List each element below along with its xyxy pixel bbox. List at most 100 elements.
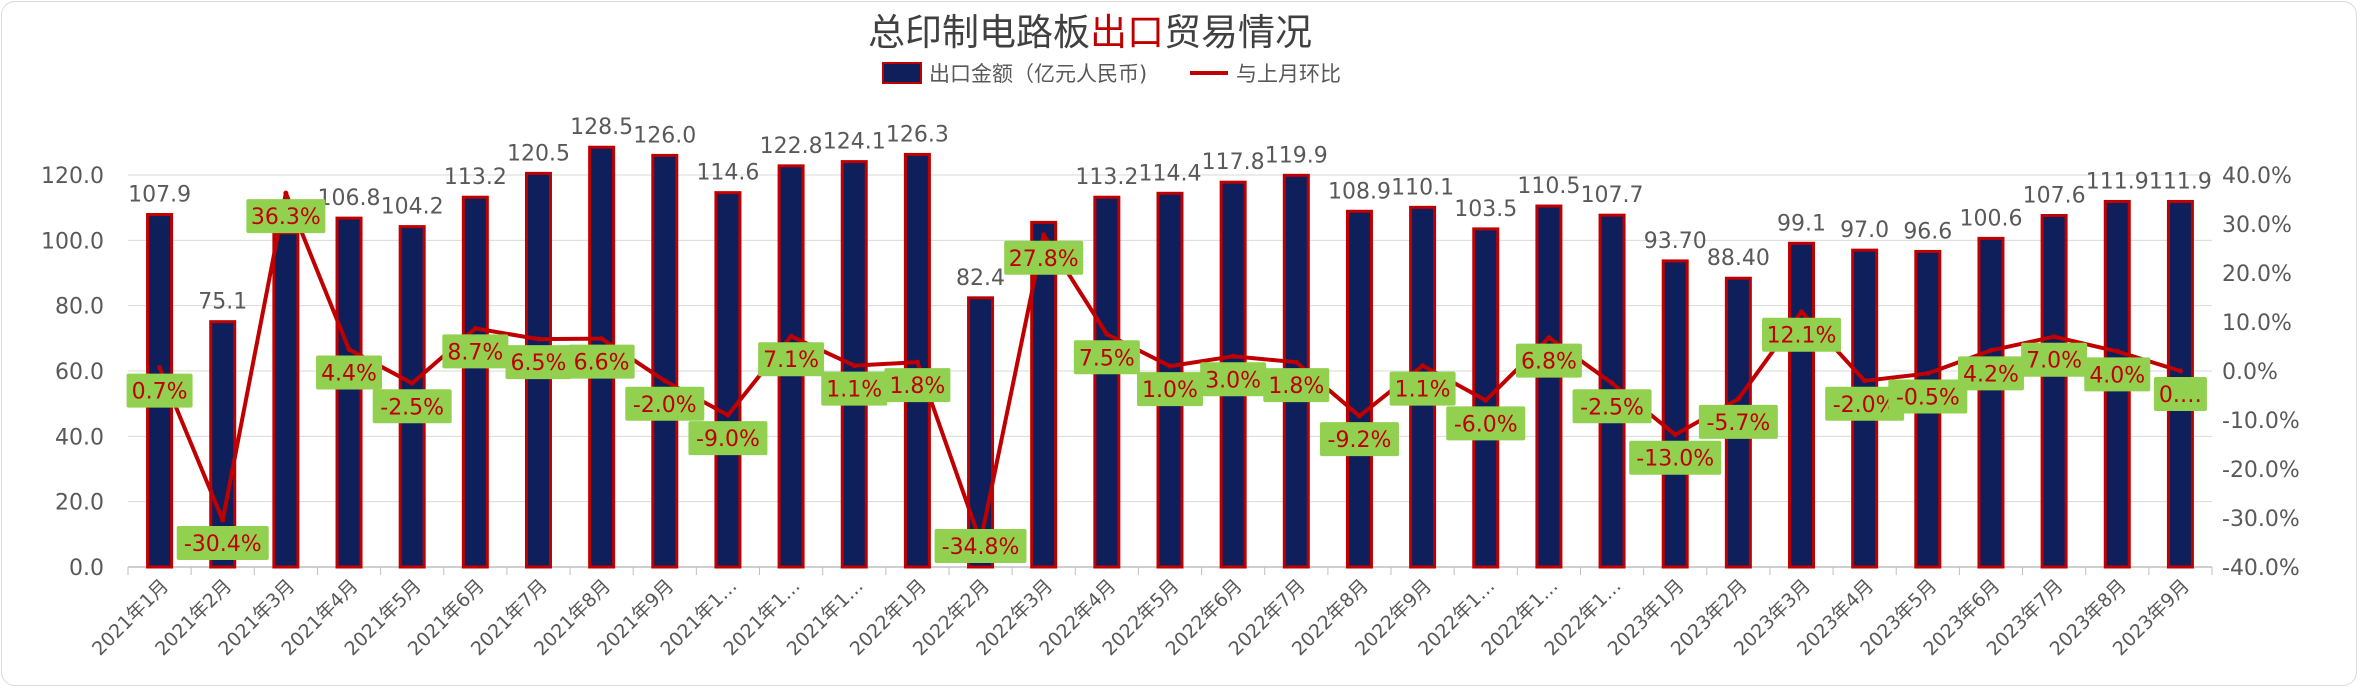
mom-label-box	[625, 386, 705, 421]
mom-point	[2177, 368, 2183, 374]
mom-value-label: -34.8%	[942, 535, 1020, 560]
mom-value-label: 4.4%	[321, 361, 377, 386]
mom-label-box	[1762, 317, 1842, 352]
mom-value-label: 12.1%	[1767, 324, 1837, 349]
mom-label-box	[688, 421, 768, 456]
mom-value-label: 1.8%	[889, 374, 945, 399]
mom-label-box	[934, 529, 1027, 563]
mom-point	[1104, 331, 1110, 337]
mom-label-box	[1698, 404, 1778, 439]
bar-value-label: 111.9	[2086, 169, 2149, 194]
mom-point	[599, 336, 605, 342]
mom-point	[914, 359, 920, 365]
mom-point	[1799, 309, 1805, 315]
mom-value-label: 7.0%	[2026, 349, 2082, 374]
mom-value-label: 3.0%	[1205, 368, 1261, 393]
mom-label-box	[246, 199, 326, 234]
bar-value-label: 114.4	[1139, 161, 1202, 186]
bar	[651, 153, 679, 569]
mom-label-box	[505, 345, 572, 380]
mom-point	[157, 365, 163, 371]
mom-point	[1041, 232, 1047, 238]
bar-value-label: 120.5	[507, 141, 570, 166]
y-right-tick-label: 40.0%	[2222, 164, 2292, 189]
chart-title-part: 总印制电路板	[868, 11, 1090, 54]
mom-label-box	[2021, 342, 2088, 377]
bar-value-label: 110.5	[1517, 174, 1580, 199]
bar-value-label: 124.1	[823, 130, 886, 155]
bar-value-label: 128.5	[570, 115, 633, 140]
mom-point	[472, 325, 478, 331]
mom-value-label: -9.0%	[696, 427, 760, 452]
bar	[2040, 214, 2068, 569]
bar	[1788, 241, 1816, 569]
mom-value-label: 4.0%	[2089, 363, 2145, 388]
mom-label-box	[1446, 406, 1526, 441]
bar-value-label: 99.1	[1777, 211, 1826, 236]
mom-point	[851, 363, 857, 369]
mom-value-label: 4.2%	[1963, 362, 2019, 387]
mom-point	[283, 190, 289, 196]
mom-label-box	[1888, 379, 1968, 414]
bar-value-label: 117.8	[1202, 150, 1265, 175]
mom-point	[346, 346, 352, 352]
bar-value-label: 122.8	[760, 134, 823, 159]
y-left-tick-label: 80.0	[55, 295, 104, 320]
bar-value-label: 88.40	[1707, 246, 1770, 271]
bar	[1093, 195, 1121, 569]
y-right-tick-label: 10.0%	[2222, 311, 2292, 336]
bar	[272, 231, 300, 569]
bar	[1030, 220, 1058, 569]
mom-value-label: 27.8%	[1009, 247, 1079, 272]
bar-value-label: 110.1	[1391, 175, 1454, 200]
mom-point	[1672, 432, 1678, 438]
legend-bar-swatch	[882, 62, 922, 84]
mom-point	[725, 412, 731, 418]
y-right-tick-label: -40.0%	[2222, 556, 2300, 581]
y-left-tick-label: 20.0	[55, 491, 104, 516]
mom-point	[409, 380, 415, 386]
bar-value-label: 75.1	[198, 290, 247, 315]
mom-value-label: 0.7%	[132, 380, 188, 405]
bar-value-label: 93.70	[1644, 229, 1707, 254]
mom-value-label: 0.…	[2159, 383, 2202, 408]
mom-value-label: -9.2%	[1328, 428, 1392, 453]
mom-value-label: -13.0%	[1636, 447, 1714, 472]
bar	[714, 191, 742, 569]
mom-label-box	[176, 525, 269, 560]
mom-value-label: -2.5%	[1580, 395, 1644, 420]
mom-value-label: -6.0%	[1454, 412, 1518, 437]
mom-point	[662, 378, 668, 384]
mom-point	[1356, 413, 1362, 419]
bar-value-label: 106.8	[318, 186, 381, 211]
mom-label-box	[1825, 386, 1905, 421]
mom-point	[1925, 370, 1931, 376]
mom-label-box	[126, 373, 193, 408]
mom-point	[1735, 396, 1741, 402]
legend-bar-label: 出口金额（亿元人民币)	[929, 62, 1147, 86]
y-right-tick-label: -10.0%	[2222, 409, 2300, 434]
y-right-tick-label: -30.0%	[2222, 507, 2300, 532]
mom-value-label: -2.5%	[380, 395, 444, 420]
mom-label-box	[1073, 340, 1140, 375]
y-left-tick-label: 40.0	[55, 425, 104, 450]
y-left-tick-label: 0.0	[69, 556, 104, 581]
mom-value-label: 6.8%	[1521, 350, 1577, 375]
bar-value-label: 119.9	[1265, 143, 1328, 168]
y-right-tick-label: -20.0%	[2222, 458, 2300, 483]
mom-value-label: 7.1%	[763, 348, 819, 373]
chart-title-part: 出口	[1090, 11, 1164, 54]
bar-value-label: 107.9	[128, 183, 191, 208]
mom-label-box	[1629, 440, 1722, 475]
bar-value-label: 108.9	[1328, 179, 1391, 204]
bar-value-label: 96.6	[1903, 219, 1952, 244]
bar-value-label: 107.6	[2023, 184, 2086, 209]
mom-label-box	[2153, 377, 2207, 411]
mom-point	[788, 333, 794, 339]
mom-label-box	[2084, 357, 2151, 392]
bar	[1661, 259, 1689, 569]
bar-value-label: 114.6	[696, 161, 759, 186]
bar-value-label: 126.3	[886, 122, 949, 147]
mom-label-box	[1137, 372, 1203, 407]
